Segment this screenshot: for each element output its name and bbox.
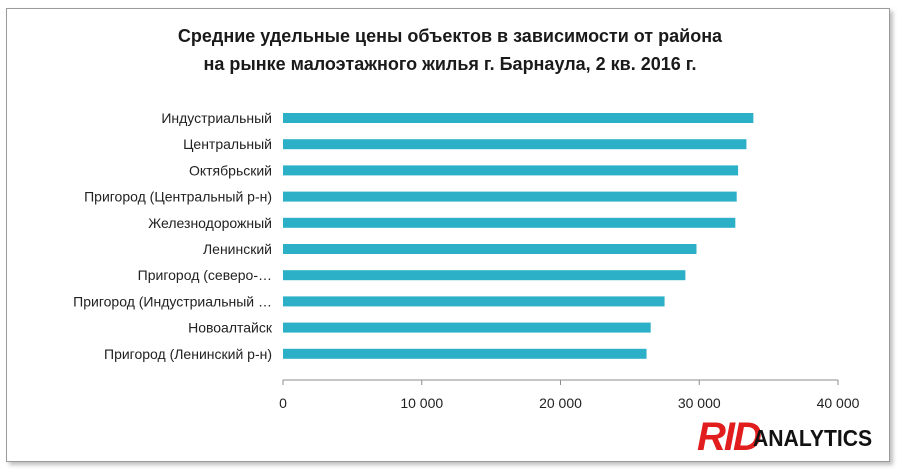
category-label-7: Пригород (северо-… xyxy=(138,267,272,283)
category-label-2: Центральный xyxy=(183,136,272,152)
x-tick-label-3: 20 000 xyxy=(539,395,582,411)
chart-title-line-1: Средние удельные цены объектов в зависим… xyxy=(177,26,723,46)
bar-3 xyxy=(283,165,739,176)
chart-title-line-2: на рынке малоэтажного жилья г. Барнаула,… xyxy=(203,54,697,74)
category-labels: Индустриальный Центральный Октябрьский Приг… xyxy=(73,110,273,362)
logo-rid-text: RID xyxy=(697,415,762,459)
bar-5 xyxy=(283,217,736,228)
chart-title: Средние удельные цены объектов в зависим… xyxy=(0,22,900,78)
bar-1 xyxy=(283,113,754,123)
category-label-9: Новоалтайск xyxy=(188,320,273,336)
bar-4 xyxy=(283,191,737,202)
x-tick-label-4: 30 000 xyxy=(678,395,721,411)
bar-10 xyxy=(283,348,647,359)
category-label-4: Пригород (Центральный р-н) xyxy=(84,189,272,205)
bars xyxy=(283,113,754,359)
bar-9 xyxy=(283,322,651,333)
category-label-6: Ленинский xyxy=(203,241,272,257)
chart-frame xyxy=(6,8,890,462)
category-label-3: Октябрьский xyxy=(189,162,272,178)
bar-6 xyxy=(283,244,697,254)
x-tick-label-2: 10 000 xyxy=(400,395,443,411)
category-label-8: Пригород (Индустриальный … xyxy=(73,293,272,309)
category-label-10: Пригород (Ленинский р-н) xyxy=(104,346,272,362)
bar-7 xyxy=(283,270,686,281)
x-axis xyxy=(282,379,839,385)
bar-2 xyxy=(283,139,747,150)
category-label-1: Индустриальный xyxy=(161,110,272,126)
x-tick-label-1: 0 xyxy=(279,395,287,411)
rid-analytics-logo: RID ANALYTICS xyxy=(697,415,887,459)
logo-analytics-text: ANALYTICS xyxy=(753,425,873,451)
x-tick-label-5: 40 000 xyxy=(817,395,860,411)
bar-8 xyxy=(283,296,665,307)
category-label-5: Железнодорожный xyxy=(148,215,272,231)
tick-labels: 0 10 000 20 000 30 000 40 000 xyxy=(279,395,860,411)
